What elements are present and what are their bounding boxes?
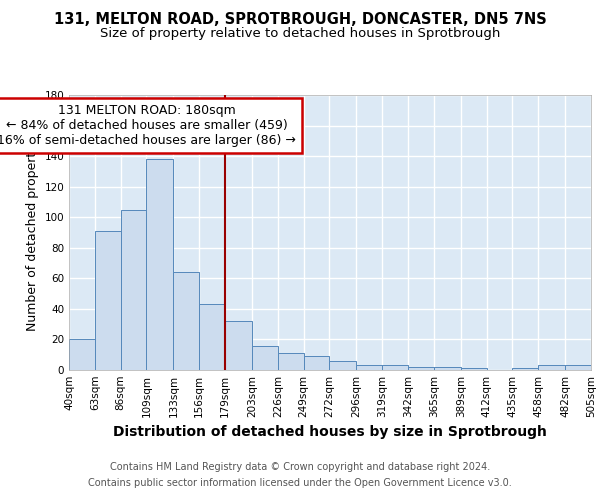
Bar bbox=[512, 368, 538, 370]
Text: Contains public sector information licensed under the Open Government Licence v3: Contains public sector information licen… bbox=[88, 478, 512, 488]
Bar bbox=[252, 346, 278, 370]
Bar bbox=[304, 356, 329, 370]
Bar bbox=[329, 361, 356, 370]
Text: Contains HM Land Registry data © Crown copyright and database right 2024.: Contains HM Land Registry data © Crown c… bbox=[110, 462, 490, 472]
Bar bbox=[278, 353, 304, 370]
Bar bbox=[408, 367, 434, 370]
Bar bbox=[538, 366, 565, 370]
Y-axis label: Number of detached properties: Number of detached properties bbox=[26, 134, 39, 331]
Bar bbox=[225, 321, 252, 370]
Bar bbox=[382, 366, 408, 370]
Bar bbox=[199, 304, 225, 370]
Bar bbox=[146, 159, 173, 370]
Bar bbox=[173, 272, 199, 370]
Bar bbox=[69, 340, 95, 370]
Bar bbox=[461, 368, 487, 370]
X-axis label: Distribution of detached houses by size in Sprotbrough: Distribution of detached houses by size … bbox=[113, 426, 547, 440]
Text: Size of property relative to detached houses in Sprotbrough: Size of property relative to detached ho… bbox=[100, 28, 500, 40]
Bar bbox=[95, 231, 121, 370]
Bar bbox=[434, 367, 461, 370]
Bar bbox=[565, 366, 591, 370]
Bar bbox=[356, 366, 382, 370]
Text: 131, MELTON ROAD, SPROTBROUGH, DONCASTER, DN5 7NS: 131, MELTON ROAD, SPROTBROUGH, DONCASTER… bbox=[53, 12, 547, 28]
Bar bbox=[121, 210, 146, 370]
Text: 131 MELTON ROAD: 180sqm
← 84% of detached houses are smaller (459)
16% of semi-d: 131 MELTON ROAD: 180sqm ← 84% of detache… bbox=[0, 104, 296, 147]
